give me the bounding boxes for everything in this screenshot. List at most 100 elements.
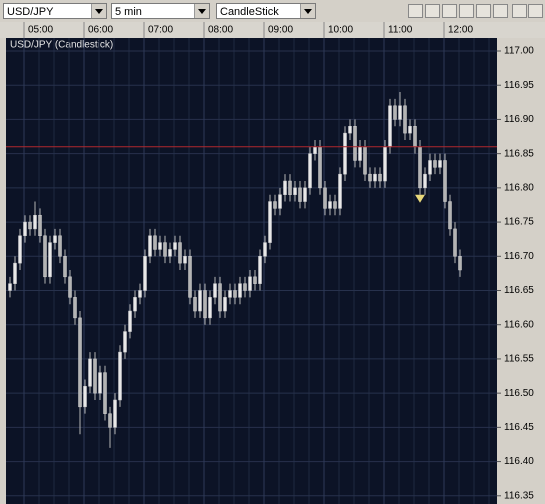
candle-body bbox=[343, 132, 347, 175]
candle-body bbox=[218, 283, 222, 312]
y-tick-label: 116.50 bbox=[504, 388, 534, 399]
candle-body bbox=[368, 173, 372, 182]
candle-body bbox=[158, 242, 162, 250]
candle-body bbox=[183, 256, 187, 264]
candle-body bbox=[333, 201, 337, 209]
candle-body bbox=[403, 105, 407, 134]
candle-body bbox=[108, 413, 112, 428]
y-tick-label: 116.65 bbox=[504, 285, 534, 296]
candle-body bbox=[378, 173, 382, 182]
tool-channel[interactable] bbox=[459, 4, 474, 18]
y-tick-label: 116.95 bbox=[504, 80, 534, 91]
candle-body bbox=[208, 297, 212, 319]
candle-body bbox=[123, 331, 127, 353]
candle-body bbox=[353, 126, 357, 161]
x-tick-label: 07:00 bbox=[148, 25, 173, 36]
chart-title: USD/JPY (Candlestick) bbox=[10, 40, 113, 51]
candle-body bbox=[248, 276, 252, 291]
symbol: USD/JPY bbox=[7, 6, 54, 18]
candle-body bbox=[423, 173, 427, 189]
chart-style: CandleStick bbox=[220, 6, 279, 18]
x-tick-label: 05:00 bbox=[28, 25, 53, 36]
candle-body bbox=[238, 283, 242, 298]
candle-body bbox=[398, 105, 402, 120]
candle-body bbox=[88, 358, 92, 387]
tool-grid[interactable] bbox=[476, 4, 491, 18]
candle-body bbox=[148, 235, 152, 257]
candle-body bbox=[443, 160, 447, 202]
candle-body bbox=[308, 153, 312, 189]
candle-body bbox=[58, 235, 62, 257]
toolbar: USD/JPY 5 min CandleStick bbox=[0, 0, 545, 22]
candle-body bbox=[203, 290, 207, 319]
candle-body bbox=[348, 126, 352, 134]
candle-body bbox=[233, 290, 237, 298]
interval-select[interactable]: 5 min bbox=[111, 3, 210, 19]
candle-body bbox=[28, 221, 32, 230]
x-tick-label: 09:00 bbox=[268, 25, 293, 36]
time-strip bbox=[0, 22, 545, 38]
tool-lines[interactable] bbox=[493, 4, 508, 18]
tool-hline[interactable] bbox=[425, 4, 440, 18]
candle-body bbox=[188, 256, 192, 298]
signal-marker bbox=[415, 194, 425, 203]
candle-body bbox=[273, 201, 277, 209]
x-tick-label: 10:00 bbox=[328, 25, 353, 36]
candle-body bbox=[393, 105, 397, 120]
candle-body bbox=[358, 146, 362, 161]
candle-body bbox=[383, 146, 387, 182]
candle-body bbox=[93, 358, 97, 394]
candle-body bbox=[243, 283, 247, 291]
candle-body bbox=[413, 126, 417, 148]
x-tick-label: 06:00 bbox=[88, 25, 113, 36]
candle-body bbox=[23, 221, 27, 237]
candle-body bbox=[328, 201, 332, 209]
candle-body bbox=[118, 351, 122, 401]
candle-body bbox=[178, 242, 182, 264]
tool-line[interactable] bbox=[408, 4, 423, 18]
y-tick-label: 116.70 bbox=[504, 251, 534, 262]
candle-body bbox=[213, 283, 217, 298]
candle-body bbox=[453, 228, 457, 257]
candle-body bbox=[103, 372, 107, 414]
candle-body bbox=[448, 201, 452, 230]
candle-body bbox=[43, 235, 47, 278]
candle-body bbox=[318, 146, 322, 189]
candle-body bbox=[268, 201, 272, 243]
y-tick-label: 116.40 bbox=[504, 456, 534, 467]
tool-fib[interactable] bbox=[442, 4, 457, 18]
candle-body bbox=[33, 214, 37, 230]
candle-body bbox=[223, 297, 227, 312]
tool-zoom[interactable] bbox=[512, 4, 527, 18]
candle-body bbox=[298, 187, 302, 202]
candle-body bbox=[303, 187, 307, 202]
y-tick-label: 116.55 bbox=[504, 354, 534, 365]
candle-body bbox=[408, 126, 412, 134]
candle-body bbox=[68, 276, 72, 298]
candle-body bbox=[428, 160, 432, 175]
candle-body bbox=[163, 242, 167, 257]
candle-body bbox=[168, 249, 172, 257]
candle-body bbox=[228, 290, 232, 298]
y-tick-label: 116.35 bbox=[504, 490, 534, 501]
candle-body bbox=[418, 146, 422, 189]
x-tick-label: 12:00 bbox=[448, 25, 473, 36]
style-select[interactable]: CandleStick bbox=[216, 3, 316, 19]
candle-body bbox=[133, 297, 137, 312]
candle-body bbox=[433, 160, 437, 168]
candle-body bbox=[438, 160, 442, 168]
candle-body bbox=[278, 194, 282, 209]
y-tick-label: 117.00 bbox=[504, 46, 534, 57]
candle-body bbox=[153, 235, 157, 250]
x-tick-label: 11:00 bbox=[388, 25, 413, 36]
candle-body bbox=[53, 235, 57, 243]
candle-body bbox=[8, 283, 12, 291]
candle-body bbox=[78, 317, 82, 408]
y-tick-label: 116.45 bbox=[504, 422, 534, 433]
candle-body bbox=[373, 173, 377, 182]
candle-body bbox=[193, 297, 197, 312]
symbol-select[interactable]: USD/JPY bbox=[3, 3, 107, 19]
tool-settings[interactable] bbox=[528, 4, 543, 18]
candle-body bbox=[363, 146, 367, 175]
